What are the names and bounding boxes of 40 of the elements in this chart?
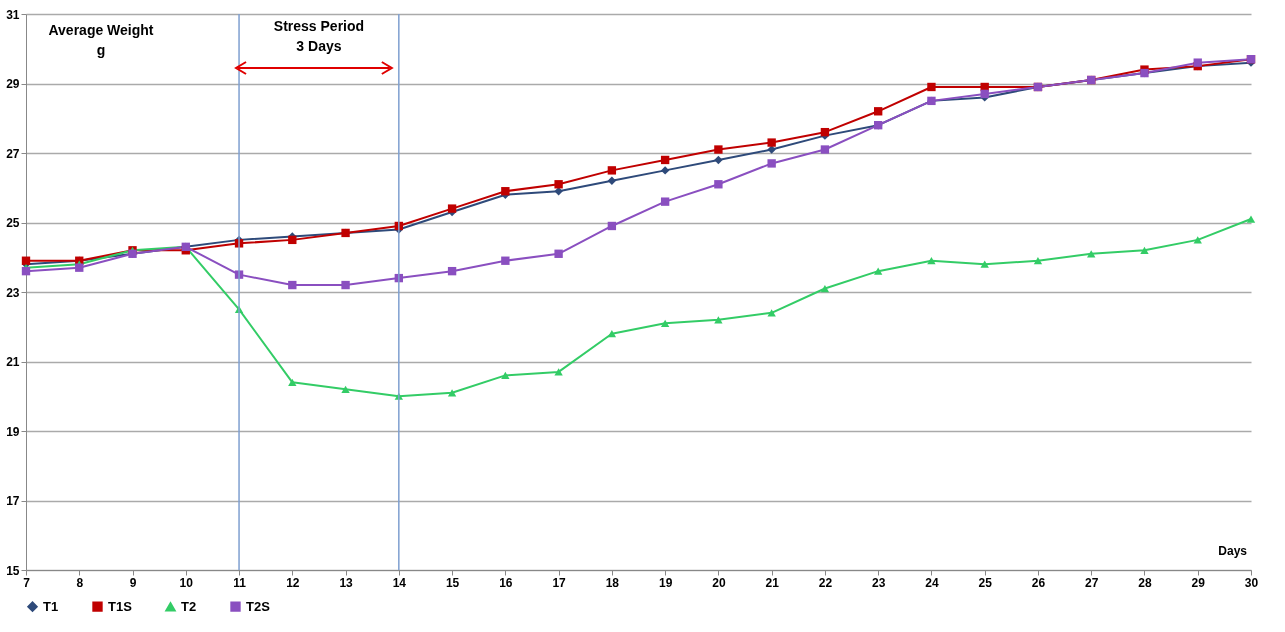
y-tick-label: 21: [6, 355, 20, 369]
x-tick-label: 8: [76, 575, 84, 590]
x-tick-label: 22: [818, 575, 833, 590]
legend-label: T1S: [108, 598, 133, 614]
legend-label: T2: [181, 598, 197, 614]
x-tick-label: 18: [605, 575, 620, 590]
x-axis-title: Days: [1218, 544, 1248, 558]
legend-label: T1: [43, 598, 59, 614]
x-tick-label: 27: [1085, 575, 1099, 590]
y-tick-label: 31: [6, 7, 20, 22]
x-tick-label: 16: [499, 575, 513, 590]
x-tick-label: 15: [445, 575, 460, 590]
x-tick-label: 10: [179, 575, 194, 590]
x-tick-label: 29: [1191, 575, 1206, 590]
x-tick-label: 13: [339, 575, 354, 590]
y-tick-label: 29: [6, 77, 20, 91]
y-tick-label: 25: [6, 216, 20, 230]
x-tick-label: 9: [129, 575, 137, 590]
annotation: Average Weight g: [48, 22, 154, 58]
x-tick-label: 20: [712, 575, 726, 590]
annotation: Stress Period 3 Days: [273, 18, 365, 54]
y-tick-label: 19: [6, 424, 20, 439]
x-tick-label: 17: [552, 575, 567, 590]
x-tick-label: 12: [286, 575, 300, 590]
legend-label: T2S: [246, 598, 271, 614]
x-tick-label: 14: [392, 575, 407, 590]
x-tick-label: 28: [1138, 575, 1152, 590]
y-tick-label: 27: [6, 146, 20, 161]
x-tick-label: 21: [765, 575, 780, 590]
x-tick-label: 7: [23, 575, 31, 590]
x-tick-label: 19: [658, 575, 673, 590]
x-tick-label: 25: [978, 575, 993, 590]
x-tick-label: 11: [233, 575, 247, 590]
y-tick-label: 23: [6, 285, 20, 300]
x-tick-label: 30: [1244, 575, 1259, 590]
y-tick-label: 15: [6, 563, 20, 578]
x-tick-label: 26: [1031, 575, 1046, 590]
x-tick-label: 23: [871, 575, 886, 590]
x-tick-label: 24: [925, 575, 939, 590]
y-tick-label: 17: [6, 494, 20, 508]
